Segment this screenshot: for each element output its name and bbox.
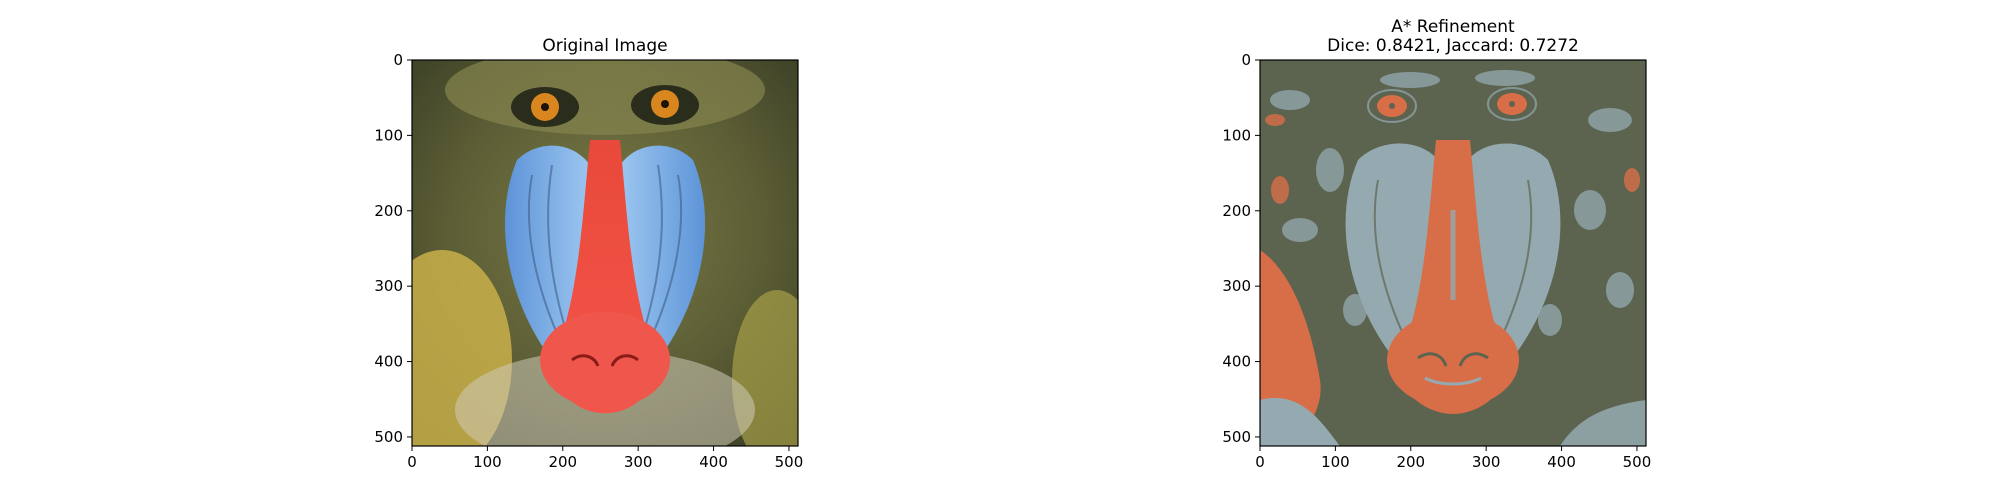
seg-eye-ring-left <box>1367 89 1417 123</box>
seg-pupil-right <box>1509 101 1515 107</box>
y-tick-label: 400 <box>374 353 403 371</box>
y-tick-label: 0 <box>1241 51 1251 69</box>
seg-nostril-right <box>1458 352 1489 367</box>
x-tick-label: 500 <box>1623 453 1652 471</box>
x-tick-label: 0 <box>1255 453 1265 471</box>
axes-frame-original <box>411 59 799 447</box>
seg-nose-tip <box>1387 312 1519 408</box>
y-ticks-refinement: 0 100 200 300 400 500 <box>1222 51 1260 446</box>
x-tick-label: 100 <box>473 453 502 471</box>
segmentation-map <box>1260 60 1646 446</box>
seg-cheek-right <box>1468 143 1561 360</box>
x-tick-label: 400 <box>699 453 728 471</box>
seg-fur-speckles <box>1270 70 1634 336</box>
y-tick-label: 500 <box>374 428 403 446</box>
panel-refinement: A* Refinement Dice: 0.8421, Jaccard: 0.7… <box>1222 17 1651 471</box>
fur-forehead <box>445 60 765 135</box>
y-tick-label: 100 <box>1222 126 1251 144</box>
panel-subtitle-refinement: Dice: 0.8421, Jaccard: 0.7272 <box>1327 36 1579 56</box>
nose-tip <box>540 312 670 408</box>
fur-yellow-right <box>732 290 798 446</box>
y-tick-label: 400 <box>1222 353 1251 371</box>
y-tick-label: 200 <box>374 202 403 220</box>
seg-orange-left <box>1260 250 1321 446</box>
y-tick-label: 100 <box>374 126 403 144</box>
y-tick-label: 300 <box>1222 277 1251 295</box>
nostril-left <box>571 354 600 367</box>
seg-fur-orange-speckles <box>1265 114 1640 204</box>
seg-nostril-left <box>1417 352 1448 367</box>
panel-title-refinement: A* Refinement <box>1391 17 1515 37</box>
x-tick-label: 300 <box>1472 453 1501 471</box>
x-tick-label: 200 <box>1396 453 1425 471</box>
seg-cheek-ridges <box>1373 179 1533 346</box>
x-ticks-refinement: 0 100 200 300 400 500 <box>1255 446 1651 471</box>
x-tick-label: 0 <box>407 453 417 471</box>
x-tick-label: 100 <box>1321 453 1350 471</box>
nostril-right <box>610 354 639 367</box>
seg-eye-ring-right <box>1487 87 1537 121</box>
y-tick-label: 500 <box>1222 428 1251 446</box>
y-tick-label: 300 <box>374 277 403 295</box>
pupil-right <box>661 100 669 108</box>
x-ticks-original: 0 100 200 300 400 500 <box>407 446 803 471</box>
cheek-left <box>504 145 590 360</box>
x-tick-label: 500 <box>775 453 804 471</box>
x-tick-label: 200 <box>548 453 577 471</box>
pupil-left <box>541 103 549 111</box>
axes-frame-refinement <box>1259 59 1647 447</box>
seg-gray-bottom <box>1260 398 1340 446</box>
x-tick-label: 400 <box>1547 453 1576 471</box>
seg-gray-bottom-right <box>1560 400 1646 446</box>
seg-cheek-left <box>1345 143 1438 360</box>
panel-original: Original Image <box>374 36 803 471</box>
y-tick-label: 0 <box>393 51 403 69</box>
x-tick-label: 300 <box>624 453 653 471</box>
y-tick-label: 200 <box>1222 202 1251 220</box>
mandrill-photo <box>412 60 798 446</box>
panel-title-original: Original Image <box>542 36 667 56</box>
y-ticks-original: 0 100 200 300 400 500 <box>374 51 412 446</box>
seg-pupil-left <box>1389 103 1395 109</box>
seg-mouth <box>1424 376 1482 386</box>
cheek-right <box>620 145 706 360</box>
